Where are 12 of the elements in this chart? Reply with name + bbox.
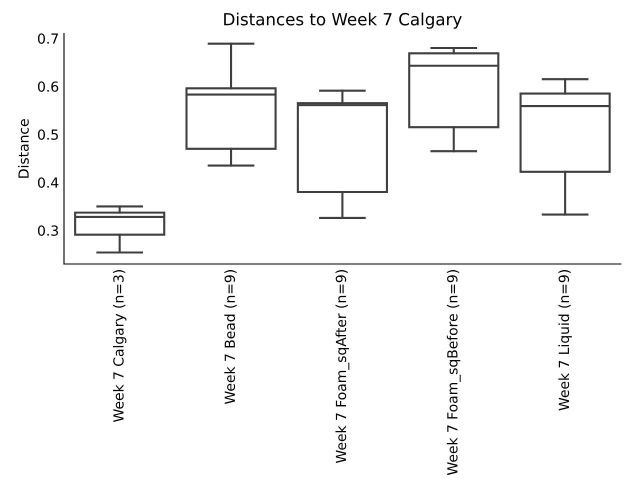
y-tick-label: 0.4	[38, 177, 58, 188]
x-tick-label: Week 7 Liquid (n=9)	[558, 270, 572, 411]
y-tick-label: 0.6	[38, 81, 58, 92]
x-tick-label: Week 7 Foam_sqBefore (n=9)	[446, 270, 461, 476]
y-tick-label: 0.7	[38, 33, 58, 44]
x-tick-label: Week 7 Foam_sqAfter (n=9)	[335, 270, 350, 464]
chart-title: Distances to Week 7 Calgary	[224, 12, 462, 29]
y-tick-label: 0.5	[38, 129, 58, 140]
y-axis-title: Distance	[18, 119, 29, 178]
x-tick-label: Week 7 Calgary (n=3)	[112, 270, 126, 422]
x-tick-label: Week 7 Bead (n=9)	[224, 270, 237, 404]
y-tick-label: 0.3	[38, 225, 58, 236]
